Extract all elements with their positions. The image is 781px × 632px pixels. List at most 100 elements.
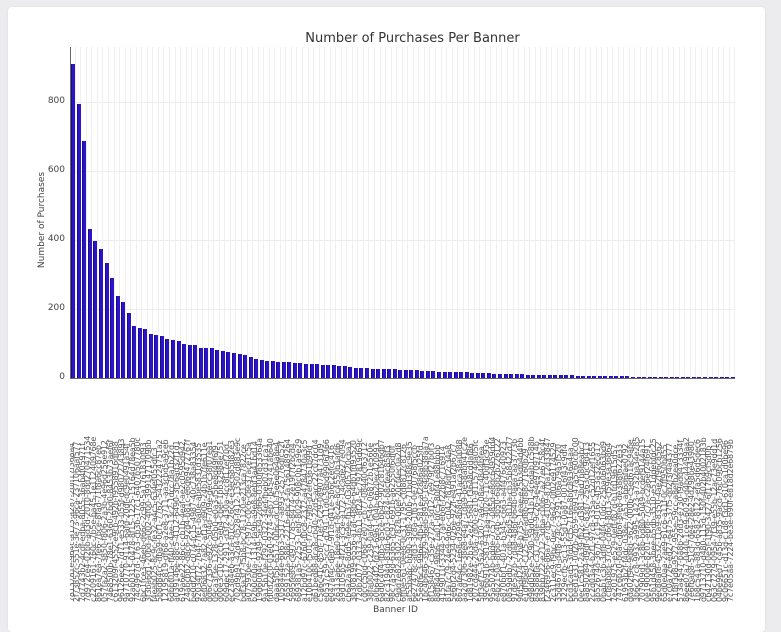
bar — [697, 377, 702, 378]
gridline-vertical — [562, 47, 564, 378]
bar — [719, 377, 724, 378]
bar — [331, 365, 336, 378]
bar — [442, 371, 447, 378]
gridline-vertical — [362, 47, 364, 378]
gridline-vertical — [74, 47, 76, 378]
gridline-vertical — [446, 47, 448, 378]
bar — [703, 377, 708, 378]
bar — [414, 370, 419, 378]
gridline-vertical — [423, 47, 425, 378]
gridline-vertical — [146, 47, 148, 378]
bar — [558, 375, 563, 378]
bar — [536, 374, 541, 378]
chart-card — [8, 7, 765, 632]
bar — [359, 368, 364, 378]
bar — [481, 373, 486, 378]
bar — [254, 359, 259, 378]
bar — [309, 363, 314, 378]
gridline-vertical — [484, 47, 486, 378]
x-axis-label: Banner ID — [373, 605, 418, 615]
gridline-vertical — [573, 47, 575, 378]
bar — [315, 364, 320, 378]
bar — [492, 373, 497, 378]
bar — [625, 376, 630, 378]
gridline-vertical — [113, 47, 115, 378]
gridline-vertical — [567, 47, 569, 378]
gridline-vertical — [545, 47, 547, 378]
bar — [215, 350, 220, 378]
gridline-vertical — [263, 47, 265, 378]
gridline-vertical — [357, 47, 359, 378]
gridline-vertical — [551, 47, 553, 378]
bar — [564, 375, 569, 378]
gridline-vertical — [279, 47, 281, 378]
bar — [542, 374, 547, 378]
bar — [420, 370, 425, 378]
bar — [154, 334, 159, 378]
gridline-vertical — [590, 47, 592, 378]
bar — [171, 340, 176, 378]
bar — [370, 368, 375, 378]
bar — [398, 369, 403, 378]
gridline-vertical — [495, 47, 497, 378]
bar — [614, 376, 619, 378]
bar — [608, 376, 613, 378]
gridline-vertical — [612, 47, 614, 378]
bar — [431, 371, 436, 378]
gridline-vertical — [224, 47, 226, 378]
gridline-vertical — [734, 47, 736, 378]
gridline-vertical — [468, 47, 470, 378]
bar — [509, 373, 514, 378]
bar — [287, 362, 292, 378]
bar — [243, 355, 248, 378]
bar — [353, 367, 358, 378]
gridline-vertical — [606, 47, 608, 378]
bar — [337, 365, 342, 378]
bar — [592, 375, 597, 378]
gridline-vertical — [390, 47, 392, 378]
bar — [675, 376, 680, 378]
bar — [137, 328, 142, 378]
bar — [237, 353, 242, 378]
gridline-vertical — [651, 47, 653, 378]
gridline-vertical — [335, 47, 337, 378]
bar — [115, 296, 120, 378]
bar — [248, 357, 253, 378]
gridline-vertical — [518, 47, 520, 378]
gridline-vertical — [556, 47, 558, 378]
gridline-vertical — [174, 47, 176, 378]
gridline-vertical — [191, 47, 193, 378]
bar — [520, 374, 525, 378]
gridline-vertical — [623, 47, 625, 378]
gridline-vertical — [396, 47, 398, 378]
bar — [708, 377, 713, 378]
gridline-vertical — [135, 47, 137, 378]
gridline-vertical — [329, 47, 331, 378]
bar — [514, 374, 519, 378]
bar — [198, 347, 203, 378]
gridline-vertical — [346, 47, 348, 378]
gridline-vertical — [241, 47, 243, 378]
bar — [725, 377, 730, 378]
bar — [553, 374, 558, 378]
bar — [459, 372, 464, 378]
gridline-vertical — [440, 47, 442, 378]
y-axis-line — [70, 47, 71, 378]
bar — [193, 345, 198, 378]
bar — [220, 351, 225, 378]
bar — [165, 339, 170, 378]
gridline-vertical — [229, 47, 231, 378]
bar — [176, 341, 181, 378]
bar — [320, 364, 325, 378]
gridline-vertical — [412, 47, 414, 378]
gridline-vertical — [706, 47, 708, 378]
gridline-vertical — [213, 47, 215, 378]
gridline-vertical — [634, 47, 636, 378]
bar — [669, 376, 674, 378]
bar — [691, 377, 696, 378]
bar — [259, 360, 264, 378]
bar — [387, 369, 392, 378]
gridline-vertical — [640, 47, 642, 378]
gridline-vertical — [678, 47, 680, 378]
bar — [231, 353, 236, 378]
